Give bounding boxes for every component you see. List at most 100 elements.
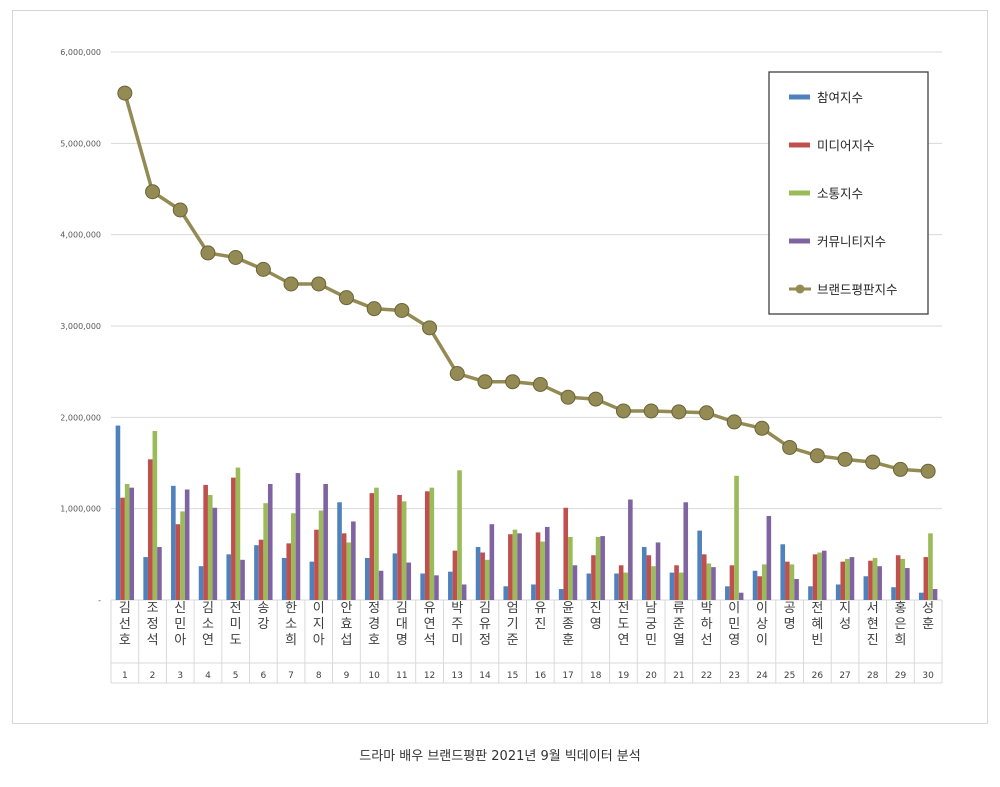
legend-label: 소통지수 (817, 186, 863, 201)
x-rank-label: 14 (479, 671, 491, 681)
bar (346, 542, 352, 600)
bar (286, 543, 292, 600)
bar (655, 542, 661, 600)
bar (674, 565, 679, 600)
bar (263, 503, 268, 600)
x-rank-label: 13 (452, 671, 463, 681)
bar (420, 573, 425, 600)
chart-caption: 드라마 배우 브랜드평판 2021년 9월 빅데이터 분석 (359, 749, 641, 764)
x-rank-label: 3 (177, 671, 183, 681)
bar (706, 563, 712, 600)
brand-index-point (892, 461, 908, 477)
x-rank-label: 5 (233, 671, 239, 681)
bar (812, 554, 818, 600)
brand-index-point (394, 302, 410, 318)
bar (475, 547, 481, 600)
bar (267, 484, 273, 600)
legend-swatch (789, 142, 810, 148)
bar (180, 511, 185, 600)
bar (207, 494, 213, 600)
bar (780, 544, 786, 600)
brand-index-point (865, 454, 881, 470)
bar (785, 561, 790, 600)
brand-index-point (782, 439, 798, 455)
brand-index-point (754, 420, 770, 436)
bar (544, 526, 550, 600)
bar (840, 561, 846, 600)
bar (725, 586, 730, 600)
bar (351, 521, 356, 600)
legend-label: 참여지수 (817, 90, 863, 105)
x-rank-label: 11 (396, 671, 407, 681)
bar (683, 502, 689, 600)
bar (157, 547, 162, 600)
brand-index-point (643, 403, 659, 419)
bar (184, 489, 190, 600)
brand-index-point (228, 250, 244, 265)
bar (258, 539, 264, 600)
bar (309, 561, 315, 600)
bar (281, 557, 287, 600)
x-rank-label: 15 (507, 671, 518, 681)
brand-index-point (255, 261, 271, 277)
bar (175, 524, 181, 600)
legend-swatch (789, 190, 810, 196)
brand-index-point (920, 463, 936, 479)
bar (757, 576, 762, 600)
bar (147, 459, 153, 600)
y-tick-label: 1,000,000 (60, 505, 101, 514)
brand-index-point (671, 404, 687, 420)
x-rank-label: 21 (673, 671, 684, 681)
bar (401, 501, 407, 600)
bar (918, 592, 924, 600)
legend-label: 미디어지수 (817, 138, 875, 153)
bar (646, 555, 652, 600)
bar (877, 566, 882, 600)
bar (364, 557, 370, 600)
x-rank-label: 20 (645, 671, 657, 681)
bar (586, 573, 592, 600)
brand-index-point (311, 276, 327, 292)
bar (115, 425, 121, 600)
bar (129, 487, 135, 600)
bar (591, 555, 596, 600)
bar (600, 536, 605, 600)
bar (558, 589, 564, 600)
bar (563, 507, 569, 600)
bar (503, 586, 509, 600)
bar (697, 530, 702, 600)
bar (729, 565, 735, 600)
bar (397, 494, 402, 600)
bar (868, 560, 873, 600)
bar (641, 547, 647, 600)
bar (314, 529, 319, 600)
bar (531, 584, 536, 600)
x-rank-label: 17 (562, 671, 573, 681)
x-rank-label: 2 (150, 671, 156, 681)
brand-index-point (726, 414, 742, 430)
legend-swatch (789, 94, 810, 100)
bar (678, 572, 684, 600)
y-tick-label: 5,000,000 (60, 139, 101, 148)
bar (452, 550, 458, 600)
brand-index-point (809, 448, 825, 464)
legend-swatch (795, 284, 805, 294)
